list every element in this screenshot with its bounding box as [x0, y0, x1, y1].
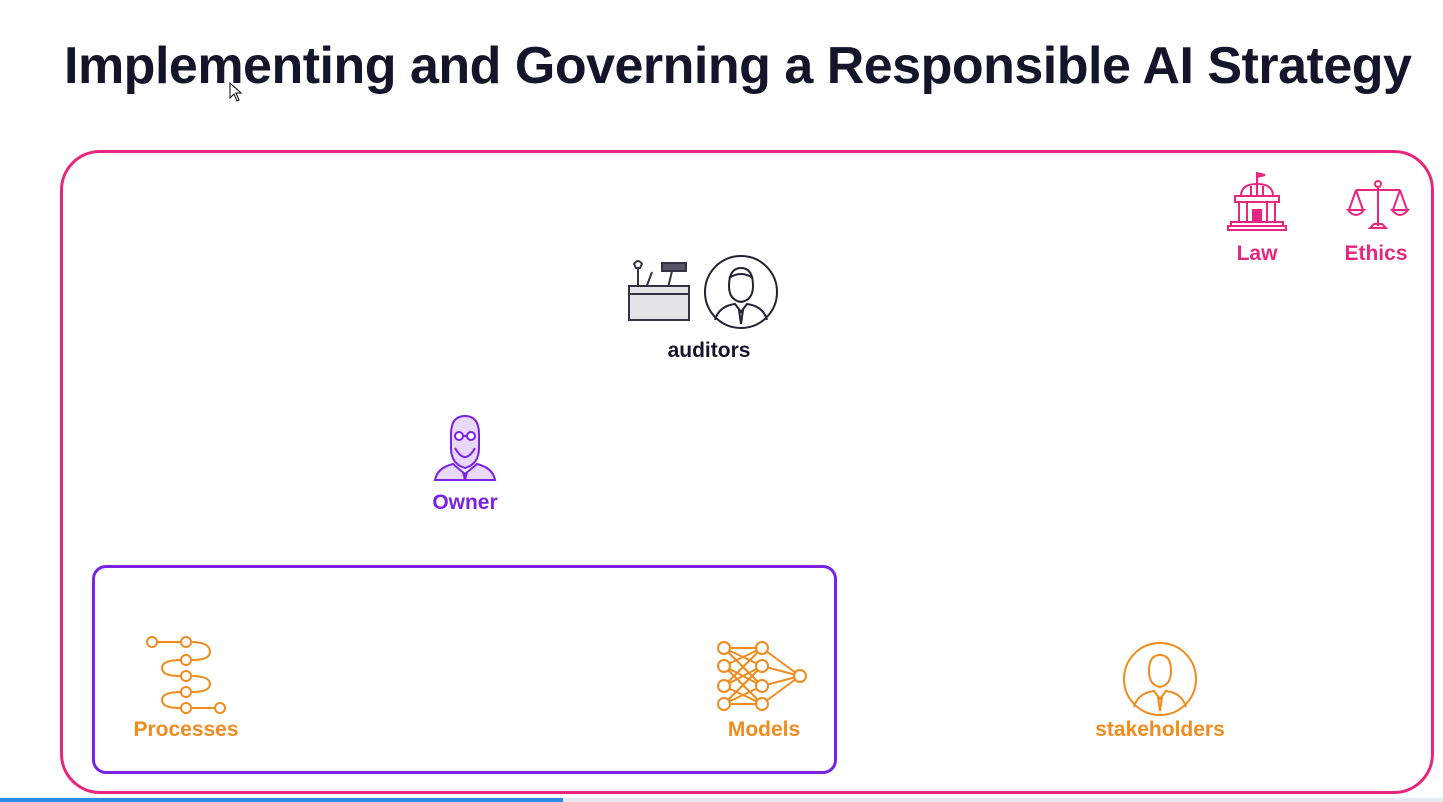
owner-label: Owner	[432, 491, 498, 514]
processes-label: Processes	[133, 718, 239, 741]
neural-network-icon	[717, 641, 807, 711]
stakeholders-label: stakeholders	[1095, 718, 1225, 741]
models-label: Models	[727, 718, 801, 741]
person-avatar-icon	[704, 255, 778, 329]
government-building-icon	[1227, 172, 1287, 231]
process-flow-icon	[146, 636, 226, 714]
slide-title: Implementing and Governing a Responsible…	[64, 37, 1412, 95]
video-progress-bar[interactable]	[0, 798, 1443, 802]
governance-frame	[60, 150, 1434, 794]
person-avatar-icon	[1123, 642, 1197, 716]
ethics-label: Ethics	[1344, 242, 1408, 265]
balance-scale-icon	[1346, 180, 1410, 229]
auditors-label: auditors	[667, 339, 751, 362]
bearded-person-icon	[433, 414, 497, 481]
toolbox-icon	[628, 260, 690, 321]
video-progress-fill	[0, 798, 563, 802]
mouse-cursor-icon	[229, 82, 243, 102]
law-label: Law	[1236, 242, 1278, 265]
owner-scope-frame	[92, 565, 837, 774]
